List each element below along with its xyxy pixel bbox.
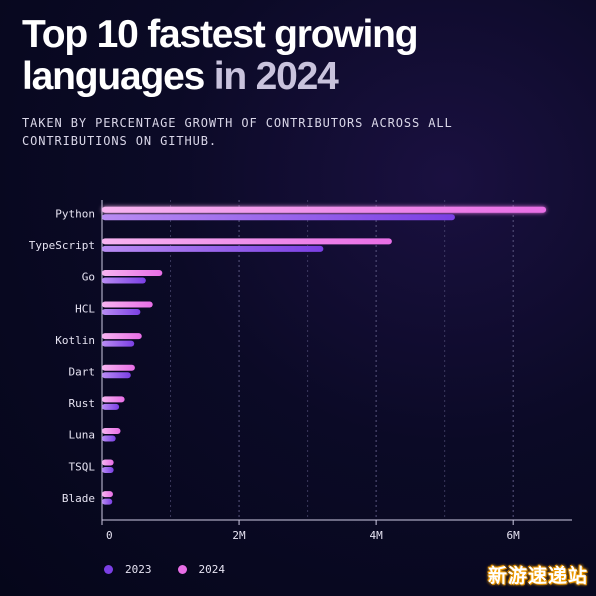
x-tick-label: 2M [232, 529, 246, 542]
category-label: Blade [62, 492, 95, 505]
bar-2024-python [102, 206, 547, 213]
bar-2023-luna [102, 435, 116, 442]
bar-2023-kotlin [102, 340, 135, 347]
bar-2024-tsql [102, 459, 114, 466]
chart-title: Top 10 fastest growing languages in 2024 [22, 14, 582, 98]
bar-2024-luna [102, 427, 121, 434]
category-label: Dart [69, 366, 96, 379]
category-label: Python [55, 208, 95, 221]
legend-item-2024: 2024 [177, 563, 226, 576]
x-tick-label: 6M [507, 529, 521, 542]
x-tick-label: 4M [369, 529, 383, 542]
title-line-1: Top 10 fastest growing [22, 13, 419, 56]
bar-2024-go [102, 269, 163, 276]
chart-subtitle: TAKEN BY PERCENTAGE GROWTH OF CONTRIBUTO… [22, 116, 453, 148]
bar-2023-dart [102, 372, 131, 379]
bar-2023-typescript [102, 245, 324, 252]
bar-2023-python [102, 214, 455, 221]
bar-2023-tsql [102, 467, 114, 474]
legend-label-2024: 2024 [198, 563, 226, 576]
bar-2023-go [102, 277, 146, 284]
watermark-logo: 新游速递站 [487, 565, 588, 587]
legend-swatch-2024 [177, 565, 187, 574]
category-label: Go [82, 271, 95, 284]
category-label: Kotlin [55, 334, 95, 347]
bar-2024-kotlin [102, 333, 142, 340]
x-tick-label: 0 [106, 529, 113, 542]
bar-2023-blade [102, 498, 113, 505]
legend-item-2023: 2023 [104, 563, 152, 576]
legend: 2023 2024 [104, 563, 251, 576]
category-label: Luna [69, 429, 96, 442]
category-label: Rust [69, 397, 96, 410]
title-line-2-accent: in 2024 [213, 55, 339, 98]
bar-2024-rust [102, 396, 125, 403]
bar-2024-dart [102, 364, 135, 371]
bar-2023-rust [102, 403, 120, 410]
legend-label-2023: 2023 [125, 563, 152, 576]
bar-2023-hcl [102, 309, 141, 316]
title-line-2: languages in 2024 [22, 56, 582, 98]
bar-2024-typescript [102, 238, 392, 245]
category-label: HCL [75, 302, 95, 315]
legend-swatch-2023 [104, 565, 113, 574]
title-line-2-main: languages [22, 55, 205, 98]
bar-2024-blade [102, 491, 113, 498]
category-label: TSQL [69, 460, 96, 473]
category-label: TypeScript [29, 239, 95, 252]
bar-2024-hcl [102, 301, 153, 308]
